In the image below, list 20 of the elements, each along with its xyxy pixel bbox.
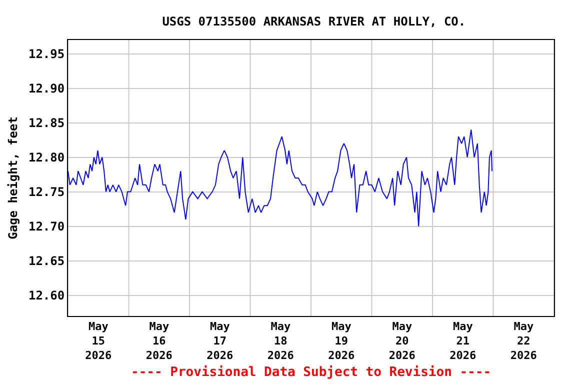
x-tick-label: May 22 2026 (510, 320, 538, 362)
y-tick-label: 12.60 (28, 288, 65, 302)
x-tick-label: May 19 2026 (328, 320, 355, 362)
x-tick-label: May 16 2026 (146, 320, 173, 362)
x-tick-label: May 17 2026 (206, 320, 234, 362)
text: ---- Provisional Data Subject to Revision ---- (131, 365, 492, 380)
x-tick-label: May 21 2026 (450, 320, 476, 362)
y-tick-label: 12.90 (28, 82, 65, 96)
line-series (68, 129, 492, 227)
x-tick-label: May 18 2026 (267, 320, 294, 362)
x-tick-label: May 15 2026 (85, 320, 112, 362)
y-axis-title: Gage height, feet (6, 116, 20, 240)
y-tick-label: 12.95 (28, 47, 65, 61)
y-tick-label: 12.65 (28, 254, 65, 268)
chart-title: USGS 07135500 ARKANSAS RIVER AT HOLLY, CO. (162, 14, 466, 29)
y-tick-label: 12.70 (28, 220, 65, 234)
y-tick-label: 12.75 (28, 185, 65, 199)
x-tick-label: May 20 2026 (388, 320, 416, 362)
y-tick-label: 12.80 (28, 150, 65, 164)
y-tick-label: 12.85 (28, 116, 65, 130)
